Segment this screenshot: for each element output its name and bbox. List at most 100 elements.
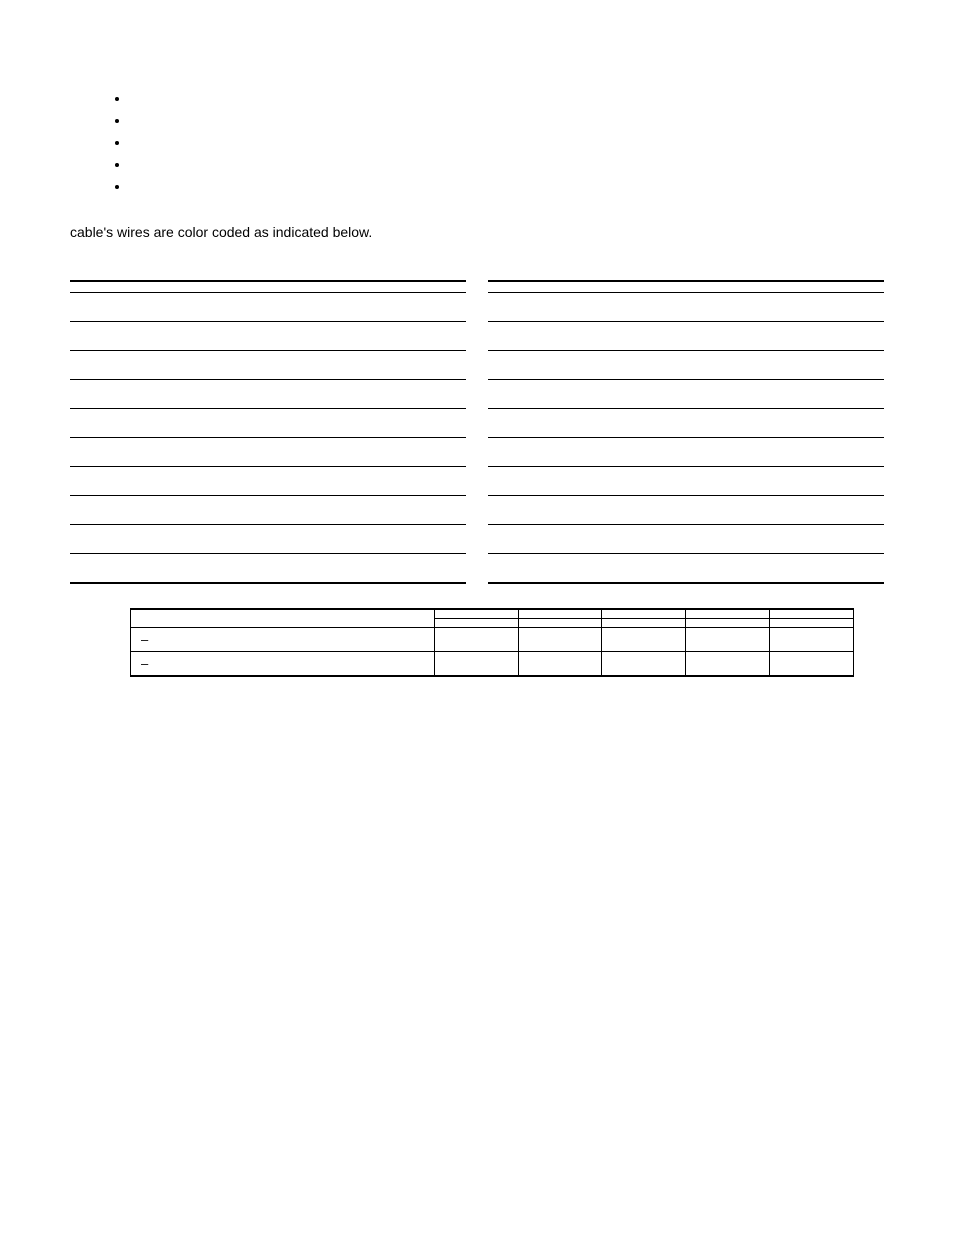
pin-cell <box>734 293 885 322</box>
table-row <box>70 525 466 554</box>
len-subhead <box>686 619 770 628</box>
pin-cell <box>70 525 141 554</box>
pin-cell <box>70 554 141 584</box>
list-item <box>130 112 884 128</box>
pin-cell <box>559 380 733 409</box>
pin-cell <box>488 496 559 525</box>
len-head <box>770 609 854 619</box>
table-row <box>488 351 884 380</box>
pin-cell <box>141 496 315 525</box>
len-cell <box>770 652 854 677</box>
pin-cell <box>141 380 315 409</box>
visible-sentence: cable's wires are color coded as indicat… <box>70 224 372 240</box>
pin-cell <box>70 380 141 409</box>
pin-cell <box>488 554 559 584</box>
list-item <box>130 156 884 172</box>
pin-cell <box>141 293 315 322</box>
len-cell <box>434 652 518 677</box>
pin-cell <box>141 554 315 584</box>
pin-col-header <box>488 281 559 293</box>
pin-col-header <box>70 281 141 293</box>
pin-cell <box>488 351 559 380</box>
pin-cell <box>141 525 315 554</box>
table-row <box>70 554 466 584</box>
pin-cell <box>734 467 885 496</box>
len-cell <box>434 628 518 652</box>
pin-table-left <box>70 280 466 584</box>
pin-cell <box>316 554 467 584</box>
pin-cell <box>488 293 559 322</box>
table-row: – <box>131 652 854 677</box>
pin-cell <box>559 409 733 438</box>
pin-cell <box>316 496 467 525</box>
table-row <box>488 525 884 554</box>
len-head <box>518 609 602 619</box>
pin-cell <box>734 525 885 554</box>
table-row <box>488 554 884 584</box>
len-head-blank <box>131 609 435 628</box>
pin-cell <box>488 467 559 496</box>
pin-cell <box>70 351 141 380</box>
pin-table-right <box>488 280 884 584</box>
pin-col-header <box>316 281 467 293</box>
len-cell <box>602 652 686 677</box>
pin-cell <box>559 351 733 380</box>
section-paragraph: cable's wires are color coded as indicat… <box>70 224 750 240</box>
len-head <box>602 609 686 619</box>
pin-cell <box>488 438 559 467</box>
pin-cell <box>141 438 315 467</box>
pin-cell <box>141 409 315 438</box>
table-row <box>70 351 466 380</box>
table-row: – <box>131 628 854 652</box>
pin-cell <box>141 322 315 351</box>
pin-cell <box>559 467 733 496</box>
pin-cell <box>734 554 885 584</box>
pin-cell <box>316 380 467 409</box>
pin-cell <box>70 409 141 438</box>
table-row <box>488 409 884 438</box>
pin-cell <box>488 380 559 409</box>
pin-cell <box>559 496 733 525</box>
len-cell <box>518 652 602 677</box>
len-subhead <box>602 619 686 628</box>
table-row <box>70 438 466 467</box>
table-row <box>70 409 466 438</box>
pin-col-header <box>734 281 885 293</box>
table-row <box>488 322 884 351</box>
pin-cell <box>70 322 141 351</box>
list-item <box>130 178 884 194</box>
bullet-list <box>130 90 884 194</box>
table-row <box>70 380 466 409</box>
len-subhead <box>434 619 518 628</box>
pin-cell <box>316 322 467 351</box>
len-subhead <box>518 619 602 628</box>
pin-cell <box>488 525 559 554</box>
table-row <box>70 467 466 496</box>
pin-cell <box>70 467 141 496</box>
len-table: – – <box>130 608 854 677</box>
len-subhead <box>770 619 854 628</box>
len-cell <box>518 628 602 652</box>
pin-cell <box>559 438 733 467</box>
pin-cell <box>316 293 467 322</box>
pin-cell <box>70 293 141 322</box>
table-row <box>488 293 884 322</box>
pin-cell <box>316 438 467 467</box>
table-row <box>70 322 466 351</box>
table-row <box>488 467 884 496</box>
pin-col-header <box>559 281 733 293</box>
pin-cell <box>734 496 885 525</box>
pin-cell <box>559 554 733 584</box>
pin-cell <box>316 467 467 496</box>
pin-col-header <box>141 281 315 293</box>
len-cell <box>686 652 770 677</box>
table-row <box>70 293 466 322</box>
table-row <box>488 380 884 409</box>
pin-cell <box>316 525 467 554</box>
table-row <box>488 496 884 525</box>
len-row-label: – <box>131 652 435 677</box>
pin-cell <box>141 467 315 496</box>
pin-cell <box>316 351 467 380</box>
list-item <box>130 90 884 106</box>
len-cell <box>770 628 854 652</box>
